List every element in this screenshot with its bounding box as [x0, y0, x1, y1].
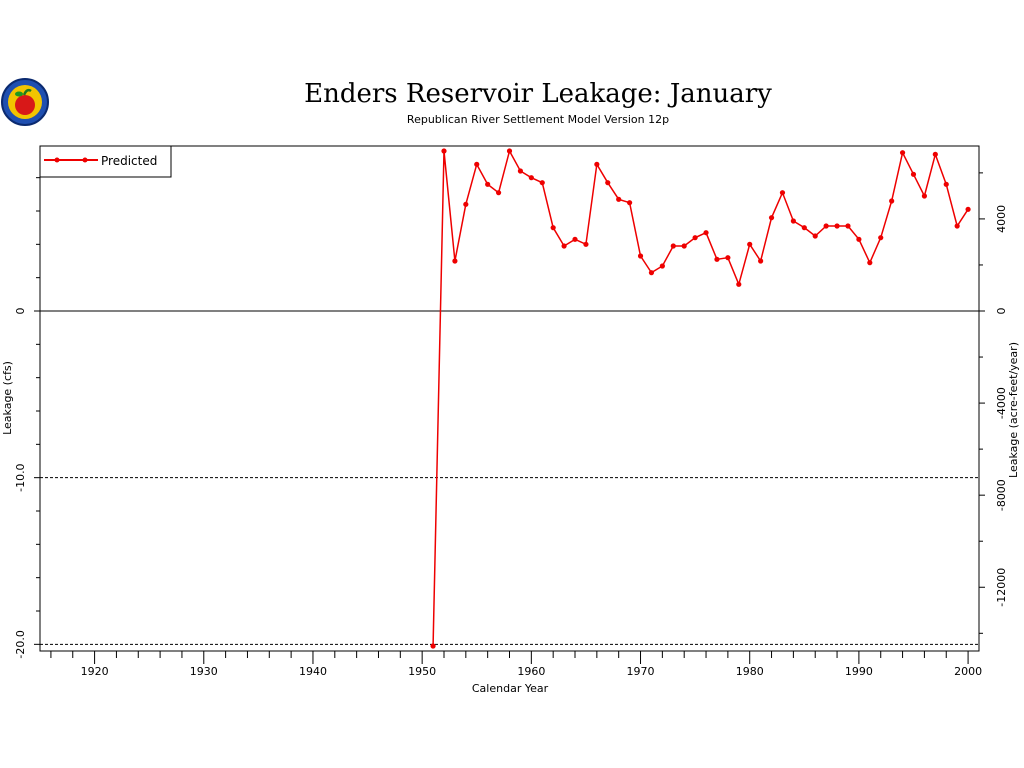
legend-box [39, 145, 172, 178]
y2-axis-ticks [979, 172, 985, 634]
data-point [659, 263, 665, 269]
y2-tick-label: -12000 [995, 568, 1008, 607]
data-point [932, 151, 938, 157]
legend-swatch-marker [54, 157, 60, 163]
legend-swatch-marker [82, 157, 88, 163]
data-point [648, 270, 655, 276]
x-tick-label: 1990 [845, 665, 873, 678]
data-point [834, 223, 840, 229]
y2-tick-label: -8000 [995, 479, 1008, 511]
x-tick-label: 1980 [736, 665, 764, 678]
data-point [845, 223, 851, 229]
data-point [627, 200, 633, 206]
x-tick-label: 1970 [627, 665, 655, 678]
chart-subtitle: Republican River Settlement Model Versio… [407, 113, 669, 126]
y2-tick-label: 4000 [995, 205, 1008, 233]
data-point [801, 225, 807, 231]
data-point [506, 148, 513, 154]
y2-axis-label: Leakage (acre-feet/year) [1007, 342, 1020, 478]
data-point [943, 181, 949, 187]
data-point [812, 233, 818, 239]
x-tick-label: 1940 [299, 665, 327, 678]
x-tick-label: 1960 [517, 665, 545, 678]
data-point [725, 255, 731, 261]
data-point [670, 243, 676, 249]
data-point [889, 198, 895, 204]
x-tick-label: 1930 [190, 665, 218, 678]
data-point [495, 190, 502, 196]
data-point [594, 161, 600, 167]
data-point [779, 190, 786, 196]
data-point [921, 193, 928, 199]
series-predicted [430, 148, 971, 649]
data-point [463, 201, 469, 207]
data-point [681, 243, 687, 249]
data-point [790, 218, 796, 224]
data-point [474, 161, 480, 167]
data-point [528, 175, 534, 181]
data-point [485, 181, 491, 187]
data-point [965, 206, 971, 212]
data-point [954, 223, 960, 229]
data-point [703, 230, 709, 236]
y-tick-label: -10.0 [14, 463, 27, 491]
data-point [572, 236, 578, 242]
data-point [637, 253, 644, 259]
plot-frame [39, 145, 980, 652]
y-axis-tick-labels: 0 -10.0 -20.0 [14, 308, 27, 659]
logo-seal-icon [1, 78, 49, 126]
x-axis-tick-labels: 1920 1930 1940 1950 1960 1970 1980 1990 … [81, 665, 982, 678]
reference-lines [40, 310, 979, 645]
series-line [432, 148, 969, 647]
data-point [605, 180, 611, 186]
data-point [899, 150, 906, 156]
data-point [430, 643, 436, 649]
data-point [583, 241, 589, 247]
data-point [878, 235, 884, 241]
y-axis-label: Leakage (cfs) [1, 361, 14, 435]
data-point [823, 223, 829, 229]
data-point [856, 236, 862, 242]
x-axis-ticks [50, 651, 969, 664]
data-point [517, 168, 524, 174]
data-point [736, 281, 742, 287]
y2-tick-label: 0 [995, 308, 1008, 315]
x-axis-label: Calendar Year [472, 682, 549, 695]
x-tick-label: 1920 [81, 665, 109, 678]
x-tick-label: 2000 [954, 665, 982, 678]
y-tick-label: -20.0 [14, 630, 27, 658]
legend: Predicted [39, 145, 172, 178]
data-point [441, 148, 447, 154]
y-tick-label: 0 [14, 308, 27, 315]
y2-axis-tick-labels: 4000 0 -4000 -8000 -12000 [995, 205, 1008, 607]
data-point [452, 258, 458, 264]
data-point [758, 258, 764, 264]
x-tick-label: 1950 [408, 665, 436, 678]
data-point [747, 241, 753, 247]
data-point [768, 215, 775, 221]
data-point [550, 225, 556, 231]
legend-entry-label: Predicted [101, 154, 157, 168]
y2-tick-label: -4000 [995, 387, 1008, 419]
chart-title: Enders Reservoir Leakage: January [304, 79, 772, 109]
data-point [561, 243, 567, 249]
data-point [910, 171, 917, 177]
data-point [616, 196, 622, 202]
data-point [867, 260, 873, 266]
data-point [692, 235, 698, 241]
y-axis-ticks [34, 177, 40, 645]
data-point [539, 180, 545, 186]
data-point [714, 256, 720, 262]
